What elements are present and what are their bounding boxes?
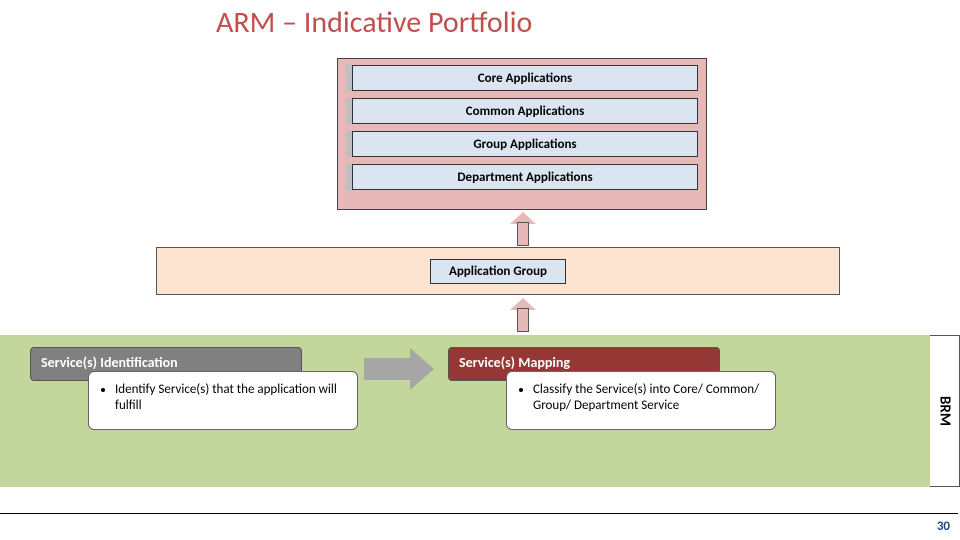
- service-mapping: Service(s) Mapping Classify the Service(…: [448, 347, 720, 381]
- applications-block: Core Applications Common Applications Gr…: [337, 58, 707, 210]
- service-mapping-bullet: Classify the Service(s) into Core/ Commo…: [533, 382, 763, 415]
- brm-strip: BRM: [930, 335, 960, 487]
- app-row-department: Department Applications: [352, 164, 698, 190]
- app-row-common: Common Applications: [352, 98, 698, 124]
- service-mapping-body: Classify the Service(s) into Core/ Commo…: [506, 371, 776, 430]
- arrow-up-2: [510, 298, 536, 332]
- service-identification: Service(s) Identification Identify Servi…: [30, 347, 302, 381]
- page-number: 30: [937, 519, 950, 534]
- service-identification-body: Identify Service(s) that the application…: [88, 371, 358, 430]
- application-group-label: Application Group: [430, 259, 566, 284]
- arrow-right: [364, 348, 434, 390]
- footer-divider: [0, 513, 958, 514]
- page-title: ARM – Indicative Portfolio: [216, 4, 532, 41]
- slide: ARM – Indicative Portfolio Core Applicat…: [0, 0, 960, 540]
- application-group-block: Application Group: [156, 247, 840, 295]
- arrow-up-1: [510, 212, 536, 246]
- app-row-group: Group Applications: [352, 131, 698, 157]
- app-row-core: Core Applications: [352, 65, 698, 91]
- brm-label: BRM: [936, 396, 954, 426]
- service-identification-bullet: Identify Service(s) that the application…: [115, 382, 345, 415]
